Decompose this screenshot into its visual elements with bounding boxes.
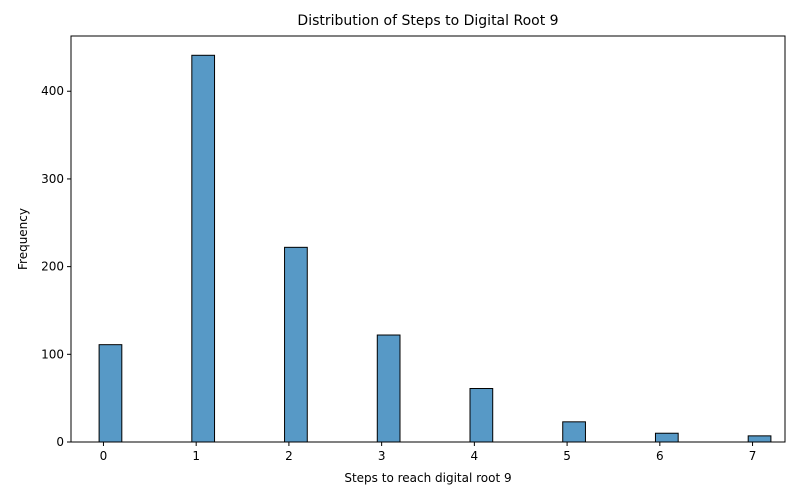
- x-tick-label-2: 2: [285, 449, 293, 463]
- bar-5: [562, 421, 586, 443]
- y-tick-label-200: 200: [41, 260, 64, 274]
- bar-6: [654, 432, 679, 443]
- y-tick-label-300: 300: [41, 172, 64, 186]
- bar-4: [469, 388, 494, 443]
- bars-group: [98, 54, 772, 443]
- y-tick-label-100: 100: [41, 347, 64, 361]
- x-tick-label-1: 1: [192, 449, 200, 463]
- y-tick-label-0: 0: [56, 435, 64, 449]
- plot-frame: [70, 35, 786, 443]
- y-axis-ticks: 0 100 200 300 400: [41, 84, 71, 449]
- bar-3: [376, 334, 401, 443]
- bar-2: [284, 246, 308, 443]
- x-tick-label-5: 5: [563, 449, 571, 463]
- x-tick-label-3: 3: [378, 449, 386, 463]
- y-axis-label: Frequency: [16, 208, 30, 270]
- x-tick-label-0: 0: [100, 449, 108, 463]
- x-tick-label-4: 4: [471, 449, 479, 463]
- x-tick-label-7: 7: [749, 449, 757, 463]
- bar-1: [191, 54, 216, 443]
- x-tick-label-6: 6: [656, 449, 664, 463]
- bar-0: [98, 344, 123, 443]
- y-tick-label-400: 400: [41, 84, 64, 98]
- x-axis-ticks: 0 1 2 3 4 5 6 7: [100, 442, 757, 463]
- bar-7: [747, 435, 772, 443]
- x-axis-label: Steps to reach digital root 9: [344, 471, 511, 485]
- chart-title: Distribution of Steps to Digital Root 9: [297, 13, 558, 29]
